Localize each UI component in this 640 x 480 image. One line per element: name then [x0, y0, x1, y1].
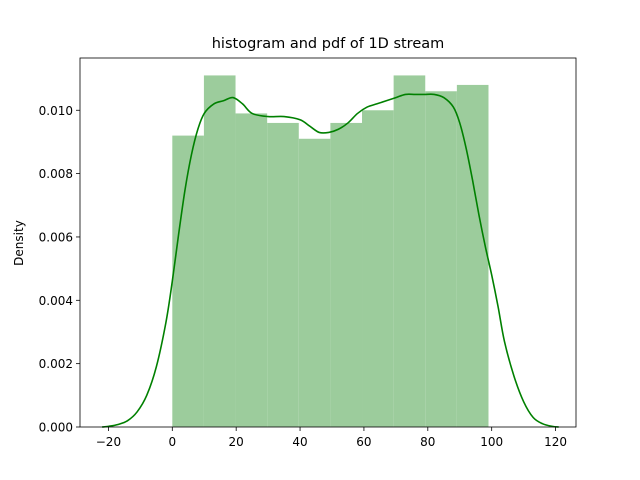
x-tick-label: 40	[292, 435, 307, 449]
x-tick-label: 60	[356, 435, 371, 449]
histogram-bar	[235, 113, 268, 427]
y-tick-label: 0.010	[39, 104, 73, 118]
y-axis-label: Density	[12, 220, 26, 266]
histogram-bar	[267, 122, 299, 427]
axes-frame	[79, 57, 577, 428]
y-tick-label: 0.008	[39, 167, 73, 181]
histogram-bar	[203, 75, 236, 428]
histogram-bar	[330, 122, 363, 427]
plot-area	[101, 75, 559, 428]
x-tick-label: 120	[544, 435, 567, 449]
x-tick-label: 100	[480, 435, 503, 449]
histogram-bar	[393, 75, 426, 428]
histogram-bar	[362, 110, 394, 427]
y-tick-label: 0.004	[39, 294, 73, 308]
y-tick-label: 0.000	[39, 421, 73, 435]
histogram-bar	[172, 135, 204, 427]
x-tick-label: −20	[96, 435, 121, 449]
histogram-bar	[298, 138, 331, 427]
x-tick-label: 80	[420, 435, 435, 449]
y-tick-label: 0.006	[39, 230, 73, 244]
chart-title: histogram and pdf of 1D stream	[212, 36, 445, 52]
x-tick-label: 0	[168, 435, 176, 449]
kde-curve	[101, 93, 559, 428]
x-tick-label: 20	[229, 435, 244, 449]
y-axis: 0.000 0.002 0.004 0.006 0.008 0.010	[39, 104, 80, 435]
y-tick-label: 0.002	[39, 357, 73, 371]
histogram-bar	[456, 84, 489, 428]
x-axis: −20 0 20 40 60 80 100 120	[96, 427, 567, 449]
histogram-bar	[425, 91, 457, 427]
